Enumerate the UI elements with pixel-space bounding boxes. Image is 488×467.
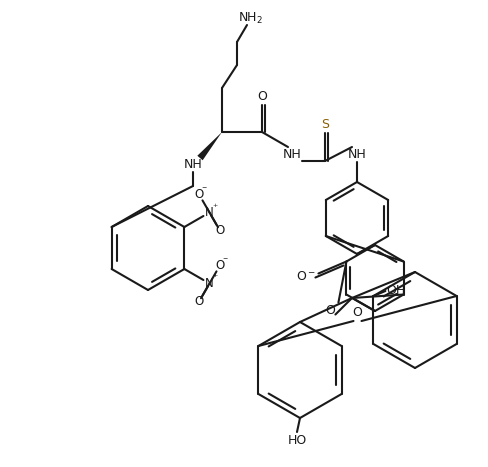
Text: OH: OH [386,284,405,297]
Text: $^-$: $^-$ [200,184,208,193]
Text: NH: NH [283,149,302,162]
Text: N: N [205,277,214,290]
Text: O: O [215,259,224,272]
Text: S: S [321,118,329,130]
Text: NH: NH [347,149,366,162]
Text: O: O [194,295,203,308]
Text: N: N [205,206,214,219]
Text: O$^-$: O$^-$ [296,270,316,283]
Text: O: O [215,224,224,237]
Text: O: O [325,304,335,317]
Text: O: O [352,305,363,318]
Text: NH: NH [183,158,203,171]
Text: O: O [194,188,203,201]
Polygon shape [197,132,222,160]
Text: $^-$: $^-$ [221,255,229,264]
Text: $^+$: $^+$ [210,273,219,282]
Text: HO: HO [287,433,306,446]
Text: $^+$: $^+$ [210,202,219,211]
Text: O: O [257,90,267,102]
Text: NH$_2$: NH$_2$ [238,10,263,26]
